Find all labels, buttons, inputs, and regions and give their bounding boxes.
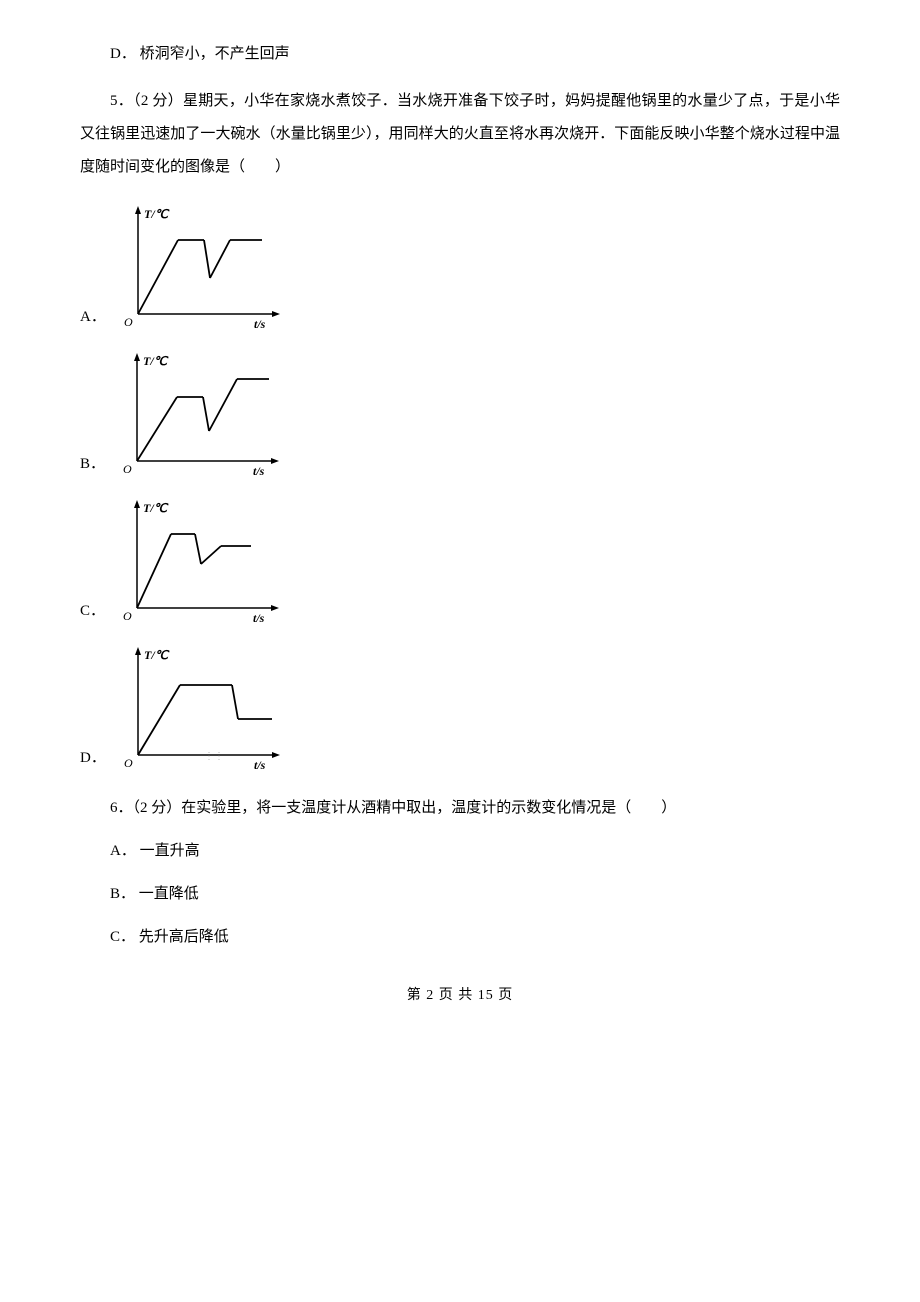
q5-option-b[interactable]: B． T/℃ t/s O: [80, 351, 840, 476]
svg-text:T/℃: T/℃: [144, 648, 170, 662]
q5-text: 5．（2 分）星期天，小华在家烧水煮饺子．当水烧开准备下饺子时，妈妈提醒他锅里的…: [80, 85, 840, 184]
q5-chart-c: T/℃ t/s O: [111, 498, 281, 623]
svg-text:O: O: [124, 756, 133, 770]
q5-option-d-label: D．: [80, 751, 106, 770]
svg-text:t/s: t/s: [254, 758, 266, 770]
svg-text:T/℃: T/℃: [144, 207, 170, 221]
svg-text:T/℃: T/℃: [143, 354, 169, 368]
q5-chart-b: T/℃ t/s O: [111, 351, 281, 476]
svg-text:O: O: [124, 315, 133, 329]
q6-option-b[interactable]: B． 一直降低: [80, 878, 840, 911]
q5-chart-d: T/℃ t/s O ⋮⋮: [112, 645, 282, 770]
svg-text:⋮⋮: ⋮⋮: [204, 751, 224, 762]
svg-text:O: O: [123, 609, 132, 623]
page-footer: 第 2 页 共 15 页: [80, 984, 840, 1004]
q5-chart-a: T/℃ t/s O: [112, 204, 282, 329]
svg-text:t/s: t/s: [253, 611, 265, 623]
svg-text:t/s: t/s: [253, 464, 265, 476]
q6-option-a[interactable]: A． 一直升高: [80, 835, 840, 868]
q6-text: 6．（2 分）在实验里，将一支温度计从酒精中取出，温度计的示数变化情况是（ ）: [80, 792, 840, 825]
q5-option-c-label: C．: [80, 604, 105, 623]
q5-option-a-label: A．: [80, 310, 106, 329]
svg-text:T/℃: T/℃: [143, 501, 169, 515]
svg-text:O: O: [123, 462, 132, 476]
q4-option-d[interactable]: D． 桥洞窄小，不产生回声: [80, 38, 840, 71]
q6-option-c[interactable]: C． 先升高后降低: [80, 921, 840, 954]
q5-option-d[interactable]: D． T/℃ t/s O ⋮⋮: [80, 645, 840, 770]
q5-option-b-label: B．: [80, 457, 105, 476]
q5-option-a[interactable]: A． T/℃ t/s O: [80, 204, 840, 329]
q5-option-c[interactable]: C． T/℃ t/s O: [80, 498, 840, 623]
svg-text:t/s: t/s: [254, 317, 266, 329]
